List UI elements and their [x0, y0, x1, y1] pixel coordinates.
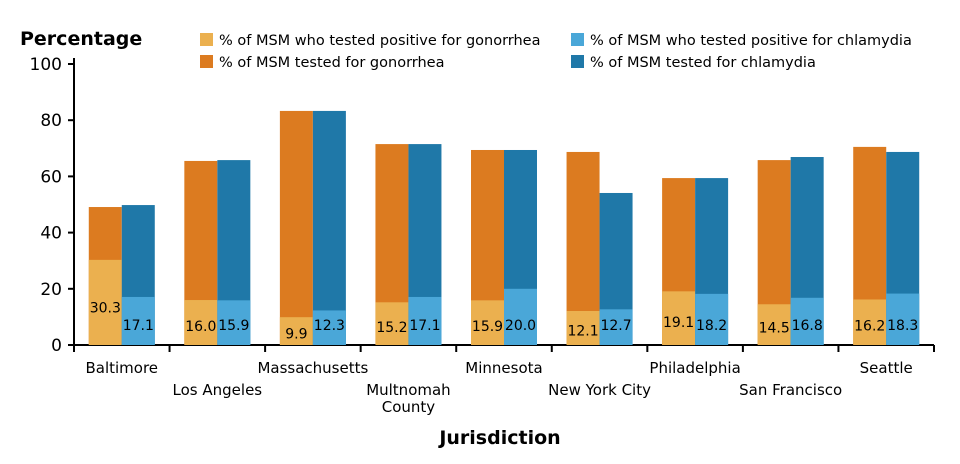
data-label-chlamydia-positive: 18.3 — [887, 318, 918, 334]
legend-swatch — [571, 55, 584, 68]
x-axis-title: Jurisdiction — [437, 427, 560, 449]
data-label-chlamydia-positive: 17.1 — [123, 318, 154, 334]
legend: % of MSM who tested positive for gonorrh… — [200, 33, 912, 71]
bar-gonorrhea-positive — [757, 304, 791, 345]
bar-chlamydia-positive — [504, 288, 537, 345]
data-label-chlamydia-positive: 12.7 — [600, 318, 631, 334]
data-label-gonorrhea-positive: 30.3 — [90, 301, 121, 317]
legend-swatch — [200, 55, 213, 68]
bar-chlamydia-positive — [886, 293, 920, 345]
bar-gonorrhea-positive — [662, 291, 696, 345]
data-label-chlamydia-positive: 15.9 — [218, 318, 249, 334]
data-label-gonorrhea-positive: 16.2 — [854, 319, 885, 335]
x-tick-label: Minnesota — [465, 359, 542, 377]
legend-swatch — [200, 33, 213, 46]
data-label-gonorrhea-positive: 19.1 — [663, 315, 694, 331]
x-tick-label: Massachusetts — [257, 359, 368, 377]
data-label-gonorrhea-positive: 9.9 — [285, 326, 307, 342]
data-label-gonorrhea-positive: 15.9 — [472, 319, 503, 335]
data-label-gonorrhea-positive: 15.2 — [376, 320, 407, 336]
x-tick-label: San Francisco — [739, 381, 842, 399]
data-label-chlamydia-positive: 17.1 — [409, 318, 440, 334]
data-label-chlamydia-positive: 20.0 — [505, 318, 536, 334]
legend-swatch — [571, 33, 584, 46]
bars: 30.317.1 16.0 15.99.912.3 15.2 17.1 15.9 20.0 1… — [88, 110, 920, 345]
data-label-chlamydia-positive: 18.2 — [696, 318, 727, 334]
bar-chlamydia-positive — [695, 293, 729, 345]
data-label-gonorrhea-positive: 16.0 — [185, 319, 216, 335]
bar-chlamydia-positive — [408, 296, 442, 345]
x-tick-label: New York City — [548, 381, 651, 399]
bar-gonorrhea-positive — [279, 317, 313, 345]
bar-gonorrhea-positive — [184, 300, 218, 345]
data-label-chlamydia-positive: 12.3 — [314, 318, 345, 334]
y-tick-label: 60 — [40, 167, 62, 187]
bar-gonorrhea-positive — [88, 259, 122, 345]
bar-gonorrhea-positive — [375, 302, 409, 345]
bar-gonorrhea-positive — [566, 310, 600, 345]
x-tick-label: Baltimore — [85, 359, 158, 377]
legend-label: % of MSM tested for gonorrhea — [219, 55, 444, 71]
y-tick-label: 100 — [30, 55, 62, 75]
y-tick-label: 80 — [40, 111, 62, 131]
bar-gonorrhea-tested — [279, 110, 313, 345]
bar-chlamydia-positive — [121, 296, 155, 345]
legend-label: % of MSM who tested positive for chlamyd… — [590, 33, 912, 49]
bar-chlamydia-positive — [217, 300, 251, 345]
x-tick-label: Los Angeles — [173, 381, 263, 399]
data-label-gonorrhea-positive: 12.1 — [567, 324, 598, 340]
bar-chlamydia-positive — [312, 310, 346, 345]
legend-label: % of MSM who tested positive for gonorrh… — [219, 33, 541, 49]
bar-chlamydia-positive — [790, 297, 824, 345]
data-label-gonorrhea-positive: 14.5 — [759, 321, 790, 337]
y-tick-label: 40 — [40, 224, 62, 244]
bar-chlamydia-tested — [312, 110, 346, 345]
legend-label: % of MSM tested for chlamydia — [590, 55, 816, 71]
x-tick-label: Seattle — [860, 359, 913, 377]
y-tick-label: 20 — [40, 280, 62, 300]
x-tick-label: Multnomah County — [366, 381, 451, 416]
x-tick-labels: Baltimore Los Angeles Massachusetts Multnom… — [85, 359, 912, 416]
y-axis-title: Percentage — [20, 28, 142, 50]
bar-gonorrhea-positive — [853, 299, 887, 345]
x-tick-label: Philadelphia — [649, 359, 740, 377]
data-label-chlamydia-positive: 16.8 — [792, 318, 823, 334]
y-tick-label: 0 — [51, 336, 62, 356]
bar-chlamydia-positive — [599, 309, 633, 345]
bar-gonorrhea-positive — [471, 300, 504, 345]
